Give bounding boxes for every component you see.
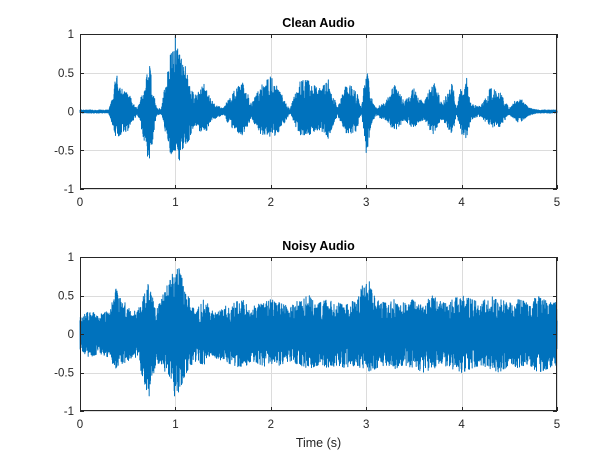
noisy-audio-ticks: 0 1 2 3 4 5 -1 -0.5 0 0.5 1 [54,252,560,431]
noisy-audio-xtick-label: 2 [268,419,274,431]
noisy-audio-xtick-label: 3 [363,419,369,431]
noisy-audio-waveform-line [79,268,558,397]
noisy-audio-ytick-label: 1 [68,252,74,264]
clean-audio-ytick-label: -1 [64,184,74,196]
noisy-audio-xtick-label: 1 [172,419,178,431]
clean-audio-xtick-label: 4 [458,197,465,209]
clean-audio-xtick-label: 5 [554,197,560,209]
noisy-audio-ytick-label: 0.5 [58,291,74,303]
clean-audio-xtick-label: 2 [268,197,274,209]
clean-audio-waveform-group [79,35,558,161]
noisy-audio-waveform-group [79,268,558,397]
noisy-audio-ytick-label: 0 [68,329,74,341]
clean-audio-xtick-label: 0 [77,197,83,209]
noisy-audio-xtick-label: 5 [554,419,560,431]
clean-audio-xtick-label: 3 [363,197,369,209]
clean-audio-ytick-label: 1 [68,29,74,41]
clean-audio-xtick-label: 1 [172,197,178,209]
clean-audio-ytick-label: -0.5 [54,145,74,157]
noisy-audio-axes: 0 1 2 3 4 5 -1 -0.5 0 0.5 1 Noisy Audio Time (s) [54,239,560,450]
clean-audio-ticks: 0 1 2 3 4 5 -1 -0.5 0 0.5 1 [54,29,560,209]
clean-audio-axes-box [80,34,557,189]
noisy-audio-ytick-label: -1 [64,406,74,418]
noisy-audio-xtick-label: 4 [458,419,465,431]
noisy-audio-xtick-label: 0 [77,419,83,431]
clean-audio-ytick-label: 0.5 [58,68,74,80]
noisy-audio-ytick-label: -0.5 [54,368,74,380]
clean-audio-title: Clean Audio [282,16,355,30]
clean-audio-axes: 0 1 2 3 4 5 -1 -0.5 0 0.5 1 Clean Audio [54,16,560,209]
clean-audio-ytick-label: 0 [68,107,74,119]
clean-audio-waveform-line [79,35,558,161]
noisy-audio-xlabel: Time (s) [296,436,341,450]
noisy-audio-title: Noisy Audio [282,239,355,253]
